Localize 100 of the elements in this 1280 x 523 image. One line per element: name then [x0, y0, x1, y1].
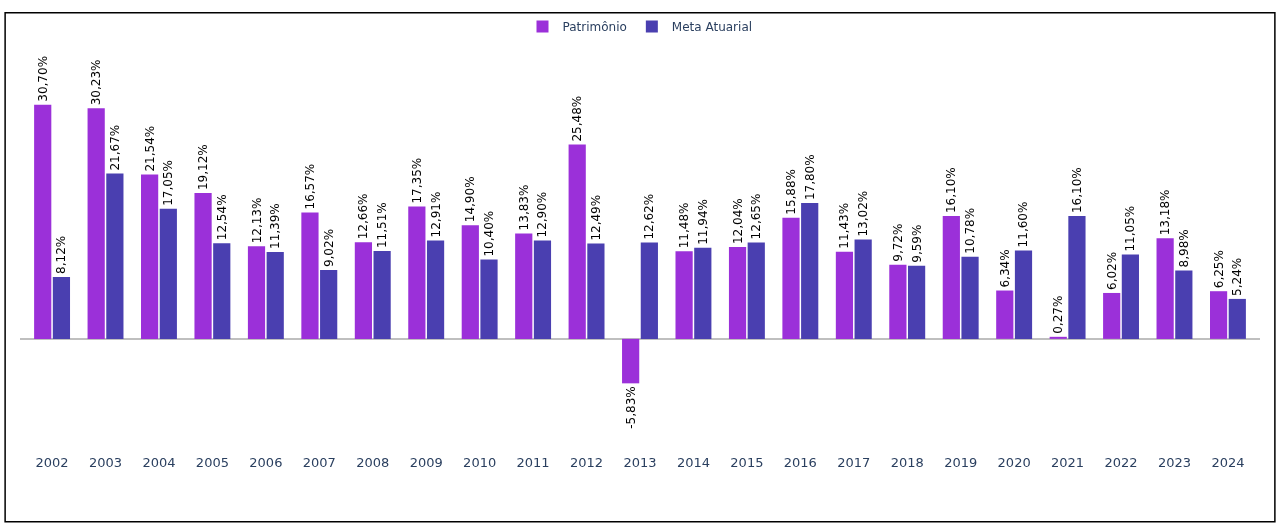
data-label: 21,67%: [107, 124, 122, 171]
bar: [996, 290, 1014, 339]
bar: [854, 239, 872, 339]
bar: [106, 173, 124, 339]
bar: [533, 240, 552, 339]
data-label: 12,62%: [642, 193, 657, 240]
x-tick-label: 2017: [837, 455, 871, 470]
bar: [461, 225, 479, 339]
bar: [354, 242, 373, 339]
bar: [747, 242, 765, 339]
data-label: -5,83%: [623, 386, 638, 429]
data-label: 19,12%: [196, 144, 211, 191]
bar: [942, 216, 960, 339]
data-label: 16,10%: [944, 167, 959, 214]
x-tick-label: 2020: [997, 455, 1031, 470]
data-label: 6,34%: [997, 249, 1012, 288]
bar: [801, 203, 819, 339]
data-label: 12,66%: [356, 193, 371, 240]
data-label: 11,39%: [268, 203, 283, 249]
bar: [782, 217, 800, 339]
bar: [1014, 250, 1033, 339]
x-tick-label: 2021: [1051, 455, 1085, 470]
bar: [675, 251, 693, 339]
bar: [247, 246, 266, 339]
data-label: 15,88%: [783, 168, 798, 215]
bar: [694, 247, 712, 339]
x-tick-label: 2018: [890, 455, 924, 470]
x-tick-label: 2007: [302, 455, 336, 470]
x-tick-label: 2013: [623, 455, 657, 470]
bar: [1103, 292, 1121, 339]
x-tick-label: 2004: [142, 455, 176, 470]
x-tick-label: 2023: [1157, 455, 1192, 470]
bar: [640, 242, 658, 339]
bar: [301, 212, 319, 339]
bar: [141, 174, 159, 339]
data-label: 16,10%: [1069, 167, 1084, 214]
bar: [480, 259, 498, 339]
data-label: 17,05%: [161, 160, 176, 206]
x-tick-label: 2012: [570, 455, 604, 470]
bar: [266, 252, 284, 339]
data-label: 16,57%: [302, 163, 317, 210]
data-label: 9,59%: [909, 224, 924, 263]
x-tick-label: 2002: [35, 455, 69, 470]
bar: [1175, 270, 1193, 339]
data-label: 10,78%: [963, 207, 978, 254]
data-label: 17,80%: [802, 154, 817, 201]
data-label: 12,04%: [730, 198, 745, 245]
x-tick-label: 2022: [1104, 455, 1138, 470]
bar: [1228, 298, 1246, 339]
x-tick-label: 2006: [249, 455, 283, 470]
data-label: 10,40%: [482, 210, 497, 257]
legend-label: Meta Atuarial: [671, 20, 753, 35]
bar: [515, 233, 533, 339]
bar: [213, 243, 231, 339]
data-label: 11,48%: [677, 202, 692, 249]
x-tick-label: 2014: [676, 455, 710, 470]
data-label: 12,54%: [214, 194, 229, 241]
x-tick-label: 2005: [195, 455, 229, 470]
legend-label: Patrimônio: [562, 20, 627, 35]
x-tick-label: 2015: [730, 455, 764, 470]
bar: [34, 104, 52, 339]
bar: [889, 264, 907, 339]
bar: [1121, 254, 1139, 339]
data-label: 6,02%: [1104, 251, 1119, 290]
x-tick-label: 2008: [356, 455, 390, 470]
data-label: 9,02%: [321, 228, 336, 268]
data-label: 14,90%: [463, 176, 478, 223]
data-label: 6,25%: [1211, 250, 1226, 289]
bar: [1209, 291, 1228, 339]
bar: [728, 247, 747, 339]
x-tick-label: 2010: [463, 455, 497, 470]
x-tick-label: 2011: [516, 455, 550, 470]
bar: [426, 240, 445, 339]
data-label: 21,54%: [142, 125, 157, 172]
data-label: 5,24%: [1230, 257, 1245, 296]
data-label: 11,43%: [837, 202, 852, 249]
data-label: 9,72%: [890, 223, 905, 262]
bar: [52, 276, 71, 339]
bar: [408, 206, 426, 339]
bar: [159, 208, 177, 339]
x-tick-label: 2009: [409, 455, 443, 470]
data-label: 11,51%: [375, 202, 390, 249]
data-label: 25,48%: [570, 95, 585, 142]
x-tick-label: 2016: [783, 455, 817, 470]
data-label: 8,12%: [54, 235, 69, 274]
data-label: 12,65%: [749, 193, 764, 240]
data-label: 12,91%: [428, 191, 443, 238]
data-label: 30,70%: [35, 55, 50, 102]
x-tick-label: 2019: [944, 455, 978, 470]
bar: [907, 265, 926, 339]
data-label: 13,02%: [856, 190, 871, 237]
data-label: 12,13%: [249, 197, 264, 244]
bar: [835, 251, 854, 339]
bar: [587, 243, 605, 339]
data-label: 12,49%: [588, 194, 603, 241]
bar: [1068, 216, 1086, 339]
bar: [1049, 336, 1067, 339]
bar: [194, 193, 212, 339]
bar: [568, 144, 586, 339]
data-label: 30,23%: [89, 59, 104, 106]
